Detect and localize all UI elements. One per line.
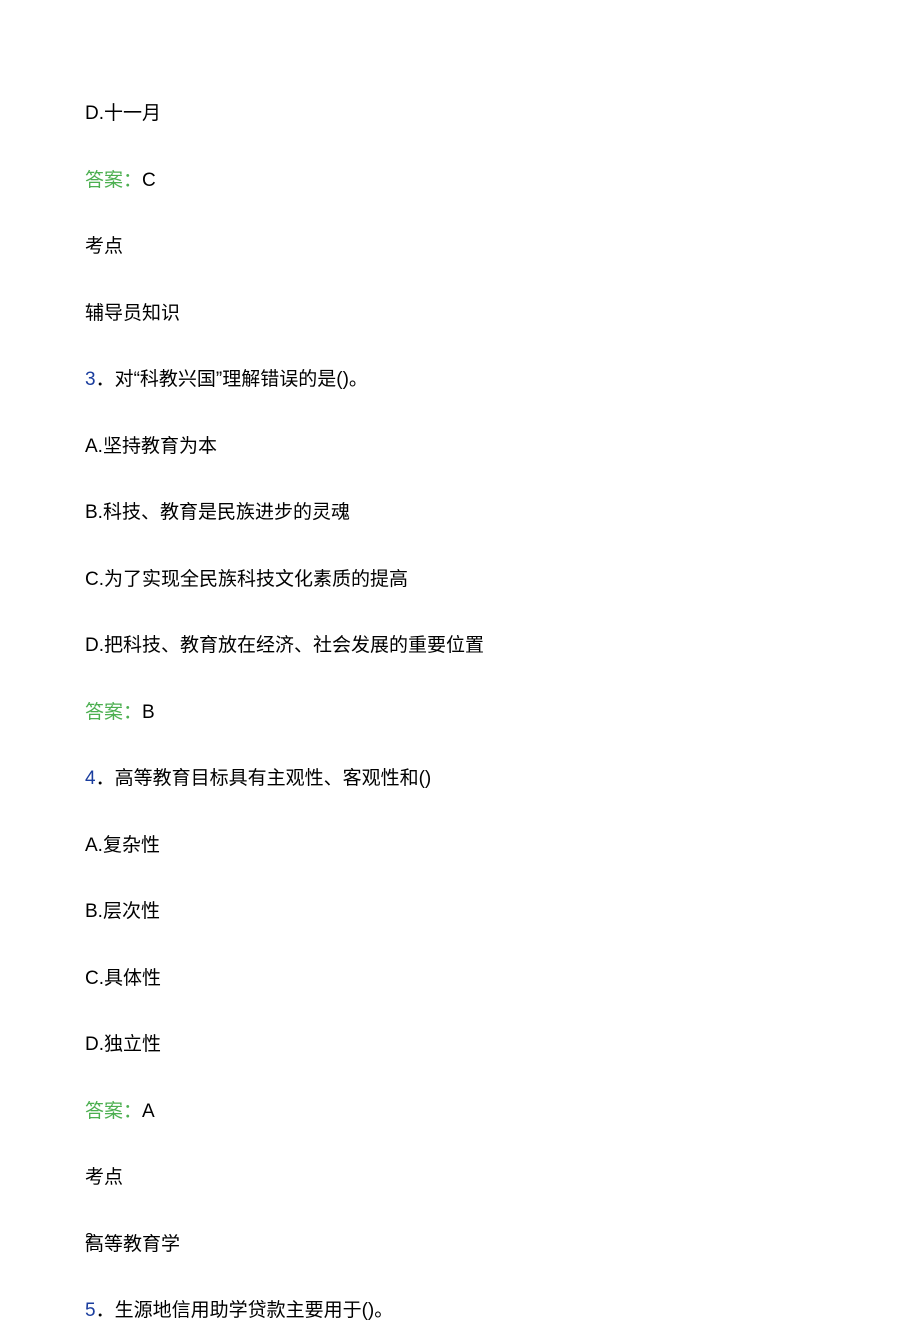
kaodian-label-q2: 考点 — [85, 233, 835, 262]
option-d-q3: D.把科技、教育放在经济、社会发展的重要位置 — [85, 632, 835, 661]
question-text: 生源地信用助学贷款主要用于()。 — [115, 1300, 394, 1321]
option-c-q4: C.具体性 — [85, 965, 835, 994]
answer-value: C — [142, 170, 156, 191]
question-number: 3 — [85, 369, 96, 390]
answer-q4: 答案：A — [85, 1098, 835, 1127]
kaodian-label-q4: 考点 — [85, 1164, 835, 1193]
answer-value: A — [142, 1101, 155, 1122]
question-5: 5．生源地信用助学贷款主要用于()。 — [85, 1297, 835, 1326]
kaodian-value-q2: 辅导员知识 — [85, 300, 835, 329]
question-number: 5 — [85, 1300, 96, 1321]
answer-label: 答案： — [85, 1101, 142, 1122]
answer-label: 答案： — [85, 170, 142, 191]
question-separator: ． — [96, 768, 115, 789]
answer-value: B — [142, 702, 155, 723]
question-text: 对“科教兴国”理解错误的是()。 — [115, 369, 368, 390]
kaodian-value-q4: 高等教育学 — [85, 1231, 835, 1260]
option-a-q4: A.复杂性 — [85, 832, 835, 861]
question-text: 高等教育目标具有主观性、客观性和() — [115, 768, 432, 789]
option-d-q4: D.独立性 — [85, 1031, 835, 1060]
question-number: 4 — [85, 768, 96, 789]
option-d-q2: D.十一月 — [85, 100, 835, 129]
answer-q2: 答案：C — [85, 167, 835, 196]
option-a-q3: A.坚持教育为本 — [85, 433, 835, 462]
answer-q3: 答案：B — [85, 699, 835, 728]
option-b-q4: B.层次性 — [85, 898, 835, 927]
option-c-q3: C.为了实现全民族科技文化素质的提高 — [85, 566, 835, 595]
page-content: D.十一月 答案：C 考点 辅导员知识 3．对“科教兴国”理解错误的是()。 A… — [0, 0, 920, 1326]
page-number: 2 — [85, 1230, 93, 1247]
option-b-q3: B.科技、教育是民族进步的灵魂 — [85, 499, 835, 528]
answer-label: 答案： — [85, 702, 142, 723]
question-4: 4．高等教育目标具有主观性、客观性和() — [85, 765, 835, 794]
question-separator: ． — [96, 1300, 115, 1321]
question-3: 3．对“科教兴国”理解错误的是()。 — [85, 366, 835, 395]
question-separator: ． — [96, 369, 115, 390]
